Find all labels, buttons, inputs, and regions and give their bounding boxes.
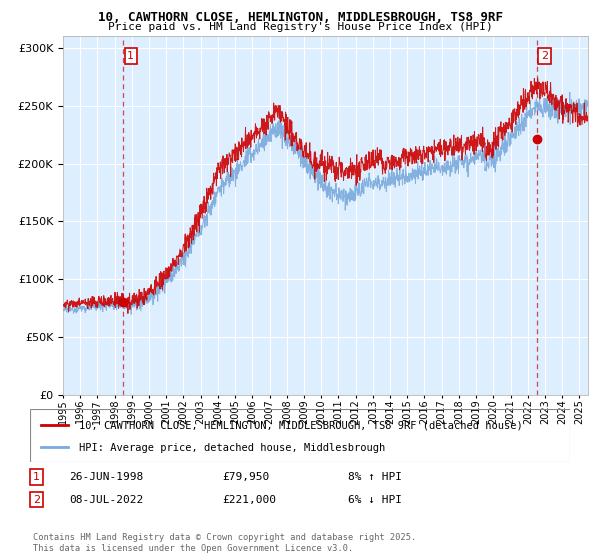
Text: 26-JUN-1998: 26-JUN-1998	[69, 472, 143, 482]
Text: £79,950: £79,950	[222, 472, 269, 482]
Text: Price paid vs. HM Land Registry's House Price Index (HPI): Price paid vs. HM Land Registry's House …	[107, 22, 493, 32]
Text: 10, CAWTHORN CLOSE, HEMLINGTON, MIDDLESBROUGH, TS8 9RF: 10, CAWTHORN CLOSE, HEMLINGTON, MIDDLESB…	[97, 11, 503, 24]
Text: 1: 1	[33, 472, 40, 482]
Text: 6% ↓ HPI: 6% ↓ HPI	[348, 494, 402, 505]
Text: 1: 1	[127, 51, 134, 60]
Text: 8% ↑ HPI: 8% ↑ HPI	[348, 472, 402, 482]
Text: 08-JUL-2022: 08-JUL-2022	[69, 494, 143, 505]
Text: 10, CAWTHORN CLOSE, HEMLINGTON, MIDDLESBROUGH, TS8 9RF (detached house): 10, CAWTHORN CLOSE, HEMLINGTON, MIDDLESB…	[79, 421, 523, 431]
Text: £221,000: £221,000	[222, 494, 276, 505]
Text: Contains HM Land Registry data © Crown copyright and database right 2025.
This d: Contains HM Land Registry data © Crown c…	[33, 533, 416, 553]
Text: 2: 2	[33, 494, 40, 505]
Text: HPI: Average price, detached house, Middlesbrough: HPI: Average price, detached house, Midd…	[79, 443, 385, 453]
Text: 2: 2	[541, 51, 548, 60]
